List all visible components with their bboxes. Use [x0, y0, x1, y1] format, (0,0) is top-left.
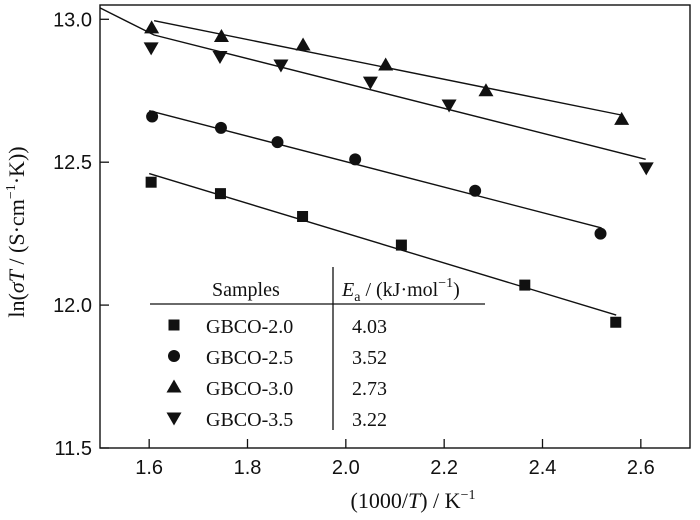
- data-point-gbco-3.0: [144, 20, 160, 34]
- data-point-gbco-3.0: [478, 83, 494, 97]
- legend-sample-name: GBCO-2.0: [206, 316, 293, 338]
- legend-ea-value: 3.22: [352, 409, 387, 431]
- legend-header-ea: Ea / (kJ·mol−1): [341, 276, 460, 305]
- legend-sample-name: GBCO-3.0: [206, 378, 293, 400]
- y-axis-label: ln(σT / (S·cm−1·K)): [4, 146, 29, 317]
- data-point-gbco-3.0: [378, 57, 394, 71]
- x-tick-label: 2.6: [627, 457, 655, 479]
- data-point-gbco-3.5: [638, 162, 654, 176]
- data-point-gbco-2.0: [519, 279, 531, 291]
- legend-ea-value: 4.03: [352, 316, 387, 338]
- legend-marker-gbco-3.0: [166, 379, 182, 393]
- data-point-gbco-2.5: [594, 227, 607, 240]
- data-point-gbco-2.0: [297, 210, 309, 222]
- data-point-gbco-2.0: [145, 176, 157, 188]
- legend-marker-gbco-2.5: [168, 350, 180, 362]
- data-point-gbco-2.5: [469, 184, 482, 197]
- legend-marker-gbco-3.5: [166, 412, 182, 426]
- x-tick-label: 2.0: [332, 457, 360, 479]
- y-tick-label: 13.0: [53, 9, 92, 31]
- data-point-gbco-3.5: [273, 59, 289, 73]
- data-point-gbco-3.0: [213, 28, 229, 42]
- x-tick-label: 2.4: [529, 457, 557, 479]
- data-point-gbco-2.5: [146, 110, 159, 123]
- legend-ea-value: 2.73: [352, 378, 387, 400]
- data-point-gbco-2.0: [214, 188, 226, 200]
- data-point-gbco-3.5: [362, 76, 378, 90]
- fit-line-gbco-2.0: [148, 172, 617, 316]
- data-point-gbco-2.0: [610, 316, 622, 328]
- y-tick-label: 12.0: [53, 295, 92, 317]
- data-point-gbco-3.0: [295, 37, 311, 51]
- fit-lines: [99, 7, 646, 316]
- data-point-gbco-3.5: [441, 99, 457, 113]
- y-tick-label: 11.5: [55, 438, 92, 460]
- x-axis-label: (1000/T) / K−1: [351, 488, 476, 513]
- plot-frame: [99, 4, 691, 449]
- data-point-gbco-2.5: [349, 153, 362, 166]
- fit-line-gbco-3.5: [99, 7, 646, 160]
- y-tick-label: 12.5: [53, 152, 92, 174]
- legend-marker-gbco-2.0: [168, 319, 180, 331]
- legend-rows: GBCO-2.0 4.03 GBCO-2.5 3.52 GBCO-3.0 2.73 GBCO…: [166, 316, 387, 431]
- data-point-gbco-2.5: [271, 136, 284, 149]
- data-point-gbco-2.0: [395, 239, 407, 251]
- legend-header-samples: Samples: [212, 279, 280, 301]
- x-tick-label: 1.6: [135, 457, 163, 479]
- data-point-gbco-2.5: [214, 121, 227, 134]
- data-point-gbco-3.0: [614, 111, 630, 125]
- data-markers: [143, 20, 654, 328]
- x-tick-label: 2.2: [430, 457, 458, 479]
- data-point-gbco-3.5: [212, 50, 228, 64]
- axis-ticks: 1.6 1.8 2.0 2.2 2.4 2.6 11.5 12.0 12.5 13.0: [53, 9, 655, 479]
- data-point-gbco-3.5: [143, 42, 159, 56]
- legend-sample-name: GBCO-2.5: [206, 347, 293, 369]
- legend-sample-name: GBCO-3.5: [206, 409, 293, 431]
- legend-table: Samples Ea / (kJ·mol−1) GBCO-2.0 4.03GBCO…: [150, 267, 485, 431]
- x-tick-label: 1.8: [234, 457, 262, 479]
- legend-ea-value: 3.52: [352, 347, 387, 369]
